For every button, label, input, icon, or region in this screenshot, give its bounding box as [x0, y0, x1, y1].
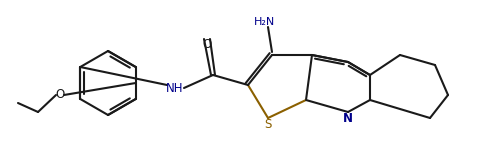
Text: O: O	[202, 39, 212, 51]
Text: NH: NH	[166, 82, 184, 95]
Text: H₂N: H₂N	[254, 17, 276, 27]
Text: O: O	[55, 88, 65, 101]
Text: N: N	[343, 111, 353, 125]
Text: S: S	[264, 117, 272, 130]
